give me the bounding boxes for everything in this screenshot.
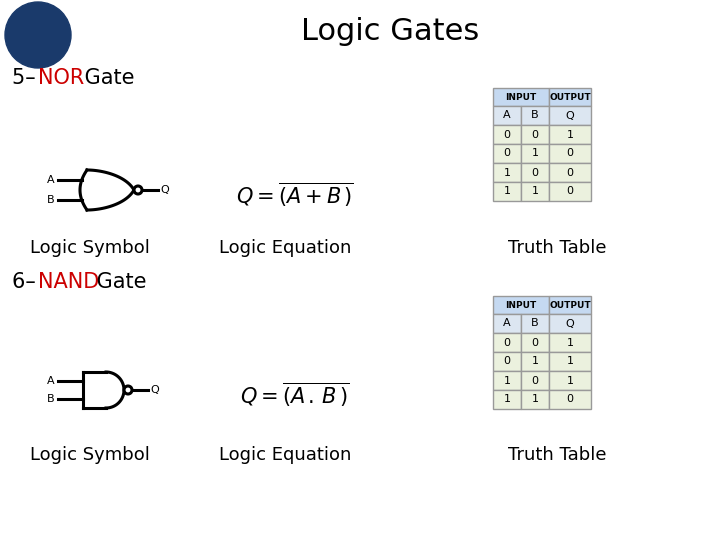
- Bar: [549, 182, 591, 201]
- Bar: [521, 163, 549, 182]
- Text: 1: 1: [531, 148, 539, 159]
- Text: 1: 1: [531, 356, 539, 367]
- Bar: [521, 352, 549, 371]
- Text: NAND: NAND: [38, 272, 99, 292]
- Bar: [549, 163, 591, 182]
- Circle shape: [18, 15, 58, 55]
- Text: 0: 0: [531, 338, 539, 348]
- Text: B: B: [531, 111, 539, 120]
- Bar: [493, 390, 521, 409]
- Circle shape: [10, 7, 66, 63]
- Bar: [521, 371, 549, 390]
- Bar: [549, 371, 591, 390]
- Bar: [493, 125, 521, 144]
- Text: 0: 0: [503, 356, 510, 367]
- Text: Truth Table: Truth Table: [508, 239, 606, 257]
- Text: Logic Symbol: Logic Symbol: [30, 446, 150, 464]
- Bar: [521, 314, 549, 333]
- Text: Logic Equation: Logic Equation: [219, 239, 351, 257]
- Text: Q: Q: [566, 111, 575, 120]
- Bar: [521, 106, 549, 125]
- Text: 1: 1: [567, 338, 574, 348]
- Bar: [549, 144, 591, 163]
- Text: 0: 0: [503, 130, 510, 139]
- Bar: [549, 352, 591, 371]
- Circle shape: [124, 386, 132, 394]
- Circle shape: [7, 4, 69, 66]
- Text: 1: 1: [567, 356, 574, 367]
- Text: $Q = \overline{(A\,.\,B\,)}$: $Q = \overline{(A\,.\,B\,)}$: [240, 381, 350, 409]
- Bar: [521, 182, 549, 201]
- Text: 1: 1: [503, 186, 510, 197]
- Polygon shape: [83, 372, 124, 408]
- Text: 0: 0: [503, 148, 510, 159]
- Text: B: B: [48, 195, 55, 205]
- Bar: [493, 333, 521, 352]
- Text: 0: 0: [567, 395, 574, 404]
- Bar: [549, 390, 591, 409]
- Text: 1: 1: [531, 395, 539, 404]
- Text: 6–: 6–: [12, 272, 42, 292]
- Text: 0: 0: [531, 375, 539, 386]
- Bar: [549, 106, 591, 125]
- Bar: [549, 333, 591, 352]
- Bar: [549, 125, 591, 144]
- Text: 0: 0: [567, 167, 574, 178]
- Text: A: A: [503, 319, 510, 328]
- Bar: [549, 88, 591, 106]
- Bar: [493, 296, 549, 314]
- Text: A: A: [48, 175, 55, 185]
- Bar: [493, 88, 549, 106]
- Text: INPUT: INPUT: [505, 300, 536, 309]
- Text: Q: Q: [566, 319, 575, 328]
- Text: Logic Symbol: Logic Symbol: [30, 239, 150, 257]
- Bar: [493, 352, 521, 371]
- Bar: [521, 333, 549, 352]
- Text: 0: 0: [567, 148, 574, 159]
- Text: 1: 1: [503, 167, 510, 178]
- Bar: [521, 125, 549, 144]
- Bar: [493, 371, 521, 390]
- Text: B: B: [48, 394, 55, 404]
- Text: Q: Q: [150, 385, 158, 395]
- Bar: [549, 296, 591, 314]
- Bar: [493, 314, 521, 333]
- Bar: [521, 390, 549, 409]
- Text: Logic Equation: Logic Equation: [219, 446, 351, 464]
- Text: B: B: [531, 319, 539, 328]
- Bar: [493, 163, 521, 182]
- Text: NOR: NOR: [38, 68, 84, 88]
- Text: 5–: 5–: [12, 68, 42, 88]
- Text: 1: 1: [567, 375, 574, 386]
- Text: OUTPUT: OUTPUT: [549, 300, 591, 309]
- Text: Logic Gates: Logic Gates: [301, 17, 479, 46]
- Text: 0: 0: [567, 186, 574, 197]
- Bar: [493, 106, 521, 125]
- Text: Q: Q: [160, 185, 168, 195]
- Text: OUTPUT: OUTPUT: [549, 92, 591, 102]
- Circle shape: [134, 186, 142, 194]
- Text: INPUT: INPUT: [505, 92, 536, 102]
- Text: Truth Table: Truth Table: [508, 446, 606, 464]
- Bar: [549, 314, 591, 333]
- Circle shape: [14, 11, 62, 59]
- Text: 0: 0: [503, 338, 510, 348]
- Text: 0: 0: [531, 167, 539, 178]
- Text: $Q = \overline{(A + B\,)}$: $Q = \overline{(A + B\,)}$: [236, 181, 354, 209]
- Text: A: A: [48, 376, 55, 386]
- Text: 1: 1: [531, 186, 539, 197]
- Text: 1: 1: [503, 375, 510, 386]
- Text: 1: 1: [503, 395, 510, 404]
- Polygon shape: [87, 170, 134, 210]
- Bar: [493, 182, 521, 201]
- Circle shape: [5, 2, 71, 68]
- Text: A: A: [503, 111, 510, 120]
- Bar: [521, 144, 549, 163]
- Bar: [493, 144, 521, 163]
- Text: 0: 0: [531, 130, 539, 139]
- Text: Gate: Gate: [90, 272, 146, 292]
- Text: Gate: Gate: [78, 68, 135, 88]
- Text: 1: 1: [567, 130, 574, 139]
